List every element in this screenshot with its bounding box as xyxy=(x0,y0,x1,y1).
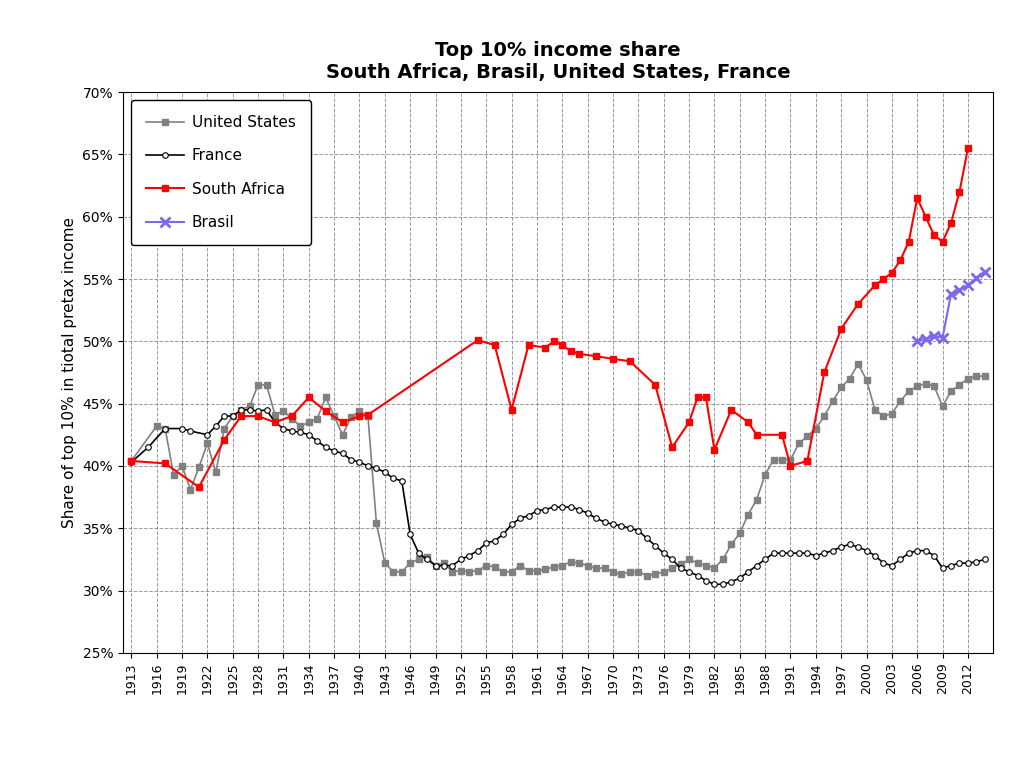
United States xyxy=(337,430,349,439)
France xyxy=(226,412,239,421)
South Africa xyxy=(962,144,974,153)
United States xyxy=(641,571,653,580)
France xyxy=(210,422,222,431)
Brasil xyxy=(970,273,982,283)
South Africa xyxy=(742,418,755,427)
Brasil xyxy=(962,280,974,290)
South Africa xyxy=(920,212,932,221)
Brasil xyxy=(920,334,932,343)
Brasil xyxy=(979,267,991,276)
France xyxy=(683,568,695,577)
South Africa xyxy=(125,456,137,465)
South Africa xyxy=(868,280,881,290)
Brasil xyxy=(945,290,957,299)
Y-axis label: Share of top 10% in tiotal pretax income: Share of top 10% in tiotal pretax income xyxy=(61,217,77,528)
France xyxy=(236,406,248,415)
United States xyxy=(852,359,864,369)
Line: United States: United States xyxy=(129,361,987,578)
Title: Top 10% income share
South Africa, Brasil, United States, France: Top 10% income share South Africa, Brasi… xyxy=(326,41,791,82)
France xyxy=(709,580,721,589)
France xyxy=(624,524,636,533)
United States xyxy=(303,418,315,427)
United States xyxy=(125,456,137,465)
Brasil xyxy=(928,332,940,341)
France xyxy=(125,458,137,467)
France xyxy=(801,548,813,558)
United States xyxy=(928,382,940,391)
France xyxy=(979,554,991,564)
United States xyxy=(953,380,966,389)
South Africa xyxy=(506,406,518,415)
United States xyxy=(979,372,991,381)
Line: Brasil: Brasil xyxy=(912,266,989,346)
Brasil xyxy=(953,286,966,295)
Brasil xyxy=(936,333,948,343)
Line: France: France xyxy=(129,407,987,587)
United States xyxy=(573,558,586,568)
South Africa xyxy=(776,430,788,439)
Legend: United States, France, South Africa, Brasil: United States, France, South Africa, Bra… xyxy=(130,100,310,245)
South Africa xyxy=(193,482,205,492)
France xyxy=(556,502,568,511)
Brasil xyxy=(911,336,924,346)
Line: South Africa: South Africa xyxy=(128,144,972,491)
South Africa xyxy=(725,406,737,415)
United States xyxy=(649,570,662,579)
